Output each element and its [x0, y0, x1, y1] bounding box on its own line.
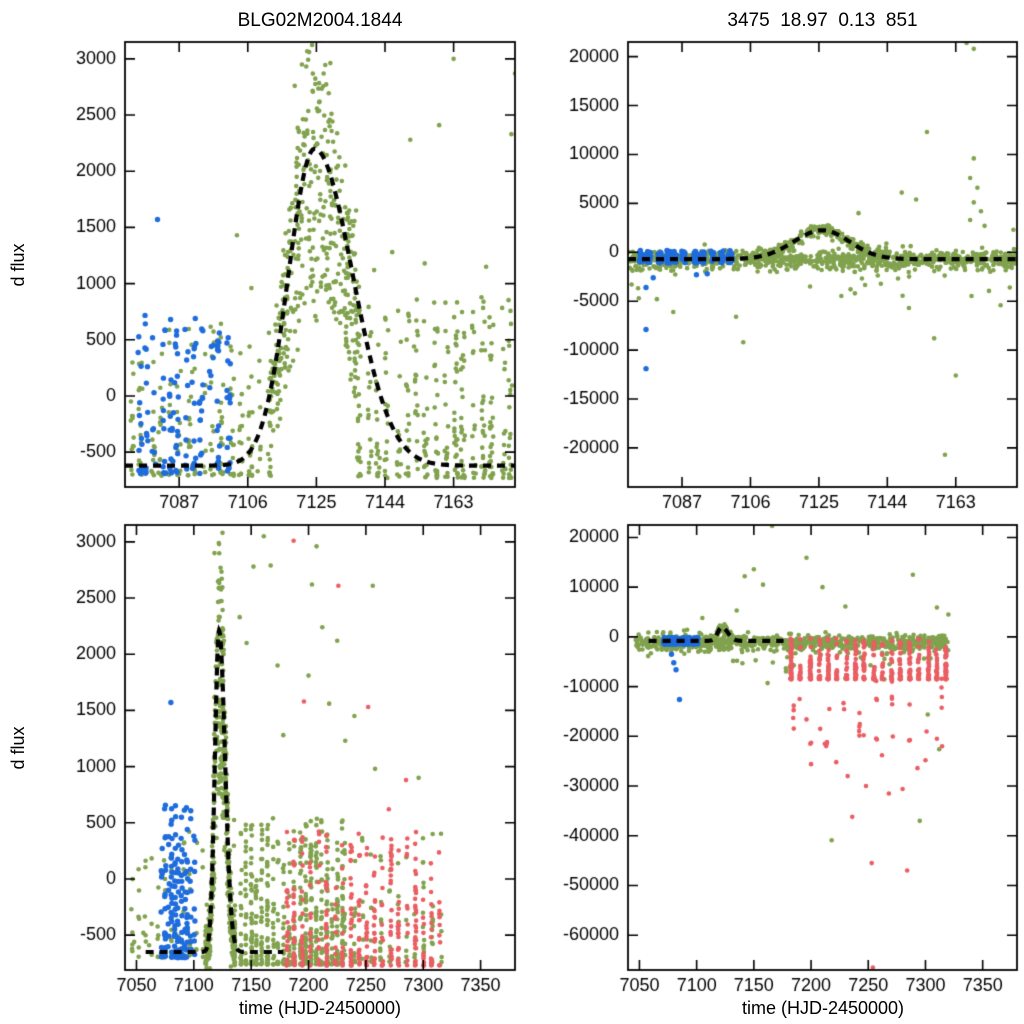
top-left-panel-title: BLG02M2004.1844	[237, 10, 403, 31]
x-axis-label-left: time (HJD-2450000)	[238, 998, 402, 1018]
y-axis-label-bottom: d flux	[8, 726, 28, 770]
y-axis-label-top: d flux	[8, 243, 28, 287]
top-right-panel-title: 3475 18.97 0.13 851	[727, 10, 918, 31]
x-axis-label-right: time (HJD-2450000)	[741, 998, 905, 1018]
